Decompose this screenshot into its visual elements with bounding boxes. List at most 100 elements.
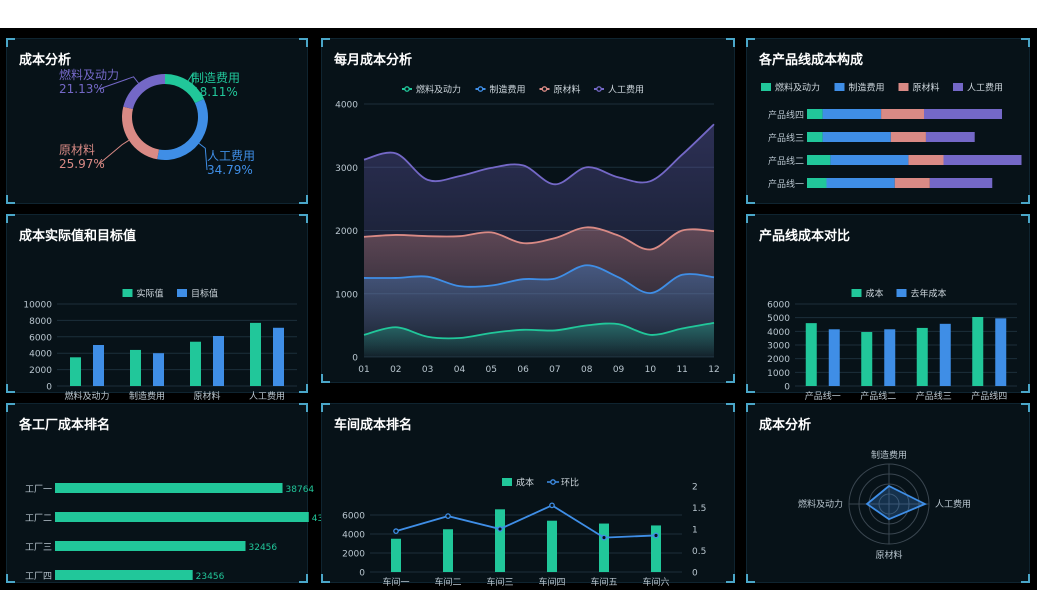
x-tick-label: 07 [549, 365, 560, 375]
bar [599, 523, 609, 572]
stacked-bar-segment [881, 109, 924, 119]
bar [190, 341, 201, 386]
stacked-bar-segment [807, 109, 823, 119]
donut-pct: 18.11% [192, 85, 238, 99]
donut-leader [98, 76, 139, 90]
workshop-rank-chart: 成本 环比 0 2000 4000 6000 0 0.5 1 1.5 2 车间一 车间二 车间三 车间四 车间… [342, 477, 706, 589]
x-category-label: 车间二 [434, 576, 461, 588]
bar [70, 357, 81, 386]
legend-swatch [896, 289, 907, 297]
donut-leader [187, 72, 194, 93]
radar-indicator-label: 原材料 [875, 549, 902, 561]
bar [861, 332, 873, 386]
legend-label: 制造费用 [490, 84, 526, 96]
panel-title: 成本分析 [19, 53, 72, 68]
panel-title: 各产品线成本构成 [759, 53, 864, 68]
legend-swatch [177, 289, 187, 297]
donut-leader [198, 142, 208, 171]
donut-slice [157, 98, 208, 160]
stacked-bar-segment [943, 155, 1022, 165]
donut-pct: 21.13% [59, 82, 105, 96]
x-category-label: 制造费用 [129, 390, 165, 402]
legend-swatch [898, 83, 909, 91]
stacked-bar-segment [807, 132, 823, 142]
y-tick-label: 0 [784, 383, 790, 393]
cost-radar-panel: 成本分析 制造费用 人工费用 原材料 燃料及动力 [746, 403, 1030, 583]
radar-indicator-label: 燃料及动力 [798, 498, 843, 510]
legend-swatch [953, 83, 963, 91]
y-tick-label: 6000 [29, 333, 52, 343]
series-line-1 [363, 264, 715, 295]
stacked-bar-segment [925, 132, 975, 142]
bar-value-label: 23456 [196, 572, 225, 582]
y-tick-label: 2000 [29, 366, 52, 376]
donut-slice [165, 74, 205, 104]
legend-label: 燃料及动力 [775, 82, 820, 94]
y-tick-label: 1000 [767, 369, 790, 379]
legend-label: 目标值 [191, 288, 218, 300]
x-category-label: 产品线四 [971, 390, 1007, 402]
legend-swatch [851, 289, 862, 297]
x-tick-label: 04 [454, 365, 466, 375]
legend-label: 燃料及动力 [416, 84, 461, 96]
y-tick-label: 0 [359, 569, 365, 579]
y-category-label: 工厂一 [25, 484, 52, 495]
panel-title: 产品线成本对比 [759, 229, 851, 244]
area-fill-0 [364, 322, 714, 357]
factory-rank-chart: 工厂一38764工厂二43234工厂三32456工厂四23456 [25, 483, 341, 582]
x-tick-label: 09 [613, 365, 625, 375]
line-point [393, 528, 399, 535]
donut-pct: 25.97% [59, 157, 105, 171]
donut-slice [123, 74, 165, 110]
donut-label: 制造费用 [192, 71, 240, 85]
cost-analysis-panel: 成本分析 制造费用 18.11% 人工费用 34.79% 原材料 25.97% 燃料及动力 2… [6, 38, 308, 204]
legend-label: 去年成本 [911, 288, 947, 300]
series-line-2 [363, 226, 715, 251]
x-tick-label: 03 [422, 365, 433, 375]
x-tick-label: 11 [676, 365, 687, 375]
stacked-bar-segment [894, 178, 930, 188]
product-line-compare-panel: 产品线成本对比 成本 去年成本 0 1000 2000 3000 4000 5000 6000 产… [746, 214, 1030, 402]
bar [995, 318, 1007, 386]
x-category-label: 车间四 [538, 576, 565, 588]
stacked-bar-segment [890, 132, 926, 142]
bar [443, 529, 453, 572]
actual-target-bar-chart: 实际值 目标值 0 2000 4000 6000 8000 10000 燃料及动力 制造费用 原材料… [23, 288, 297, 402]
bar [651, 525, 661, 572]
y-tick-label: 1000 [335, 290, 358, 300]
bar [273, 327, 284, 386]
legend-label: 人工费用 [967, 82, 1003, 94]
monthly-cost-panel: 每月成本分析 0 1000 2000 3000 4000 01 02 03 04 05 06 07 08… [321, 38, 735, 383]
donut-slice [121, 106, 160, 160]
y-category-label: 产品线三 [768, 132, 804, 144]
y-tick-label: 4000 [335, 101, 358, 111]
factory-rank-panel: 各工厂成本排名 工厂一38764工厂二43234工厂三32456工厂四23456 [6, 403, 341, 583]
x-tick-label: 05 [486, 365, 497, 375]
legend-swatch [502, 478, 512, 486]
legend-label: 成本 [866, 288, 884, 300]
x-tick-label: 08 [581, 365, 593, 375]
x-tick-label: 12 [708, 365, 719, 375]
legend-marker [477, 86, 484, 92]
dashboard-stage: 成本分析 制造费用 18.11% 人工费用 34.79% 原材料 25.97% 燃料及动力 2… [0, 28, 1037, 590]
panel-title: 各工厂成本排名 [19, 418, 111, 433]
stacked-bar-segment [924, 109, 1002, 119]
series-line-3 [363, 123, 715, 186]
y-tick-label: 4000 [29, 350, 52, 360]
radar-indicator-label: 人工费用 [935, 498, 971, 510]
legend-marker [550, 479, 556, 485]
panel-title: 成本分析 [759, 418, 812, 433]
legend-swatch [122, 289, 133, 297]
y-tick-label: 0 [352, 354, 358, 364]
actual-target-panel: 成本实际值和目标值 实际值 目标值 0 2000 4000 6000 8000 10000 燃料… [6, 214, 308, 402]
legend-label: 成本 [516, 477, 534, 489]
y-tick-label: 6000 [767, 301, 790, 311]
x-tick-label: 06 [517, 365, 529, 375]
bar [153, 353, 164, 386]
bar [939, 323, 951, 386]
series-line-0 [363, 321, 715, 340]
y2-tick-label: 0.5 [692, 547, 706, 557]
legend-label: 原材料 [913, 82, 940, 94]
